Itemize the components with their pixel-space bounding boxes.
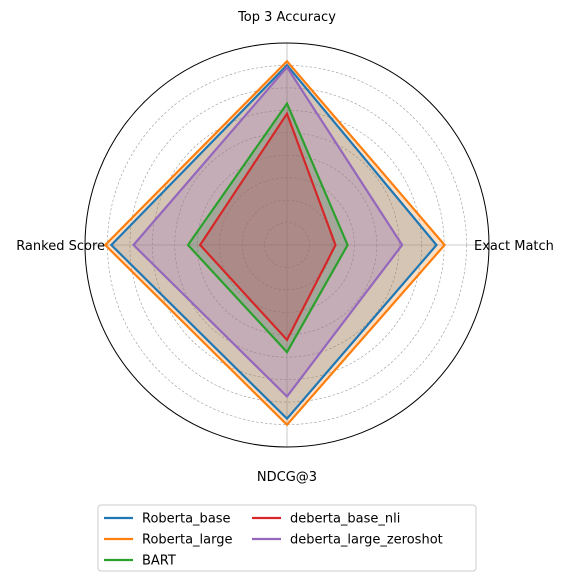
legend: Roberta_base Roberta_large BART deberta_bas… (97, 504, 477, 572)
radar-grid (84, 42, 490, 448)
legend-label-roberta-base: Roberta_base (142, 512, 231, 527)
axis-label-ranked-score: Ranked Score (16, 239, 105, 254)
series-line-deberta-large-zeroshot (131, 65, 404, 399)
legend-label-bart: BART (142, 554, 176, 569)
axis-label-top-3-accuracy: Top 3 Accuracy (237, 10, 336, 25)
axis-label-exact-match: Exact Match (474, 239, 554, 254)
series-fills (105, 61, 445, 425)
legend-label-deberta-base-nli: deberta_base_nli (290, 512, 400, 527)
series-line-bart (186, 101, 349, 354)
legend-frame (97, 504, 477, 572)
series-fill-bart (188, 103, 348, 353)
legend-label-deberta-large-zeroshot: deberta_large_zeroshot (290, 533, 443, 548)
series-fill-roberta-base (111, 65, 437, 419)
outer-ring (84, 42, 490, 448)
series-lines (103, 59, 447, 427)
axis-label-ndcg-3: NDCG@3 (257, 470, 317, 485)
legend-label-roberta-large: Roberta_large (142, 533, 233, 548)
series-fill-deberta-base-nli (200, 113, 336, 340)
series-line-roberta-base (109, 63, 438, 421)
series-fill-deberta-large-zeroshot (133, 67, 403, 397)
series-line-roberta-large (103, 59, 447, 427)
series-line-deberta-base-nli (198, 111, 337, 342)
